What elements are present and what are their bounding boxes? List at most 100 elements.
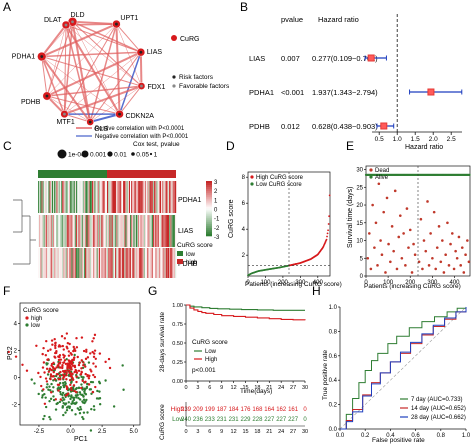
km-risk-low-label: Low: [172, 416, 184, 423]
heatmap-cell: [100, 248, 102, 278]
panel-label-g: G: [148, 284, 157, 298]
heatmap-cell: [75, 248, 78, 278]
network-node-label: PDHA1: [12, 54, 35, 61]
pca-low-point: [64, 382, 67, 385]
heatmap-cell: [142, 248, 144, 278]
network-edge: [40, 24, 67, 58]
network-edge: [65, 24, 91, 123]
pca-legend-low: low: [31, 323, 41, 329]
pca-low-point: [52, 395, 55, 398]
network-edge: [116, 23, 142, 53]
pca-high-point: [75, 369, 78, 373]
heatmap-cell: [141, 248, 143, 278]
network-edges: [40, 20, 143, 123]
pca-high-point: [108, 366, 112, 370]
network-node-core: [45, 94, 49, 98]
survival-dead-point: [426, 200, 429, 203]
survival-dead-point: [452, 267, 456, 271]
pca-high-point: [82, 363, 85, 367]
km-risk-low-cell: 229: [240, 417, 251, 423]
km-xtick-label: 12: [231, 385, 237, 391]
heatmap-cell: [85, 248, 87, 278]
forest-axis: 0.5 1.0 1.5 2.0 2.5: [372, 14, 462, 143]
heatmap-cell: [41, 248, 43, 278]
heatmap-cell: [148, 181, 150, 213]
heatmap-cell: [133, 248, 135, 278]
heatmap-cell: [88, 248, 90, 278]
heatmap-cell: [105, 248, 108, 278]
heatmap-cell: [161, 248, 163, 278]
heatmap-cell: [151, 181, 154, 213]
pca-frame: [19, 302, 141, 426]
heatmap-cell: [74, 181, 77, 213]
heatmap-cell: [66, 248, 69, 278]
survival-dead-point: [380, 253, 384, 257]
heatmap-cell: [75, 215, 78, 247]
heatmap-cell: [102, 248, 104, 278]
heatmap-cell: [126, 181, 128, 213]
pca-high-point: [64, 362, 68, 366]
km-risk-low-cell: 227: [276, 417, 287, 423]
legend-risk-label: Risk factors: [179, 74, 214, 81]
heatmap-cell: [146, 248, 148, 278]
pca-low-point: [98, 381, 102, 385]
roc-xlabel: False positive rate: [372, 437, 425, 444]
survival-dead-point: [467, 260, 471, 264]
heatmap-cell: [162, 181, 164, 213]
heatmap-cell: [124, 248, 126, 278]
score-curve-legend-high: High CuRG score: [256, 175, 304, 181]
heatmap-cell: [42, 181, 44, 213]
heatmap-cell: [104, 181, 107, 213]
heatmap-cell: [63, 181, 65, 213]
heatmap-cell: [135, 248, 138, 278]
km-xtick-label: 6: [208, 385, 211, 391]
heatmap-cell: [134, 181, 136, 213]
heatmap-cell: [141, 181, 143, 213]
survival-dead-point: [413, 253, 417, 257]
heatmap-scale-bin: [206, 222, 212, 225]
pca-high-point: [62, 361, 66, 364]
heatmap-cell: [65, 215, 67, 247]
panel-label-e: E: [346, 139, 354, 153]
pca-high-point: [50, 391, 53, 394]
heatmap-cell: [79, 215, 81, 247]
forest-row-gene: LIAS: [249, 54, 265, 63]
pca-high-point: [69, 366, 73, 369]
heatmap-cell: [162, 215, 164, 247]
heatmap-cell: [125, 215, 127, 247]
pca-low-point: [98, 390, 101, 393]
pca-high-point: [54, 398, 57, 401]
pca-high-point: [59, 370, 62, 374]
pca-high-point: [44, 377, 48, 380]
pca-low-point: [54, 374, 58, 378]
pca-low-point: [77, 386, 80, 390]
km-risk-high-cell: 209: [193, 407, 204, 413]
pca-high-point: [66, 364, 69, 368]
heatmap-cell: [118, 181, 120, 213]
survival-xtick-label: 100: [383, 280, 394, 286]
pca-high-point: [92, 373, 95, 377]
pca-high-point: [46, 349, 50, 353]
heatmap-cell: [40, 215, 42, 247]
pca-high-point: [82, 349, 86, 353]
roc-curve: [340, 307, 467, 430]
pca-xtick-label: 2.5: [98, 429, 107, 435]
roc-diagonal: [339, 306, 467, 430]
survival-ytick-label: 0: [360, 274, 364, 280]
heatmap-cell: [149, 215, 151, 247]
pca-low-point: [73, 353, 76, 357]
pca-low-point: [33, 382, 36, 385]
heatmap-scale-bin: [206, 218, 212, 221]
heatmap-cell: [105, 215, 108, 247]
heatmap-cell: [134, 215, 136, 247]
pca-high-point: [72, 356, 76, 360]
heatmap-scale-bin: [206, 186, 212, 190]
forest-row-hr: 1.937(1.343−2.794): [312, 88, 378, 97]
pca-high-point: [61, 364, 64, 367]
heatmap-cell: [116, 181, 118, 213]
pca-high-point: [78, 361, 81, 364]
pca-high-point: [62, 373, 65, 376]
network-edge: [89, 113, 120, 123]
forest-row-gene: PDHB: [249, 122, 270, 131]
network-node-label: DLD: [71, 12, 85, 19]
